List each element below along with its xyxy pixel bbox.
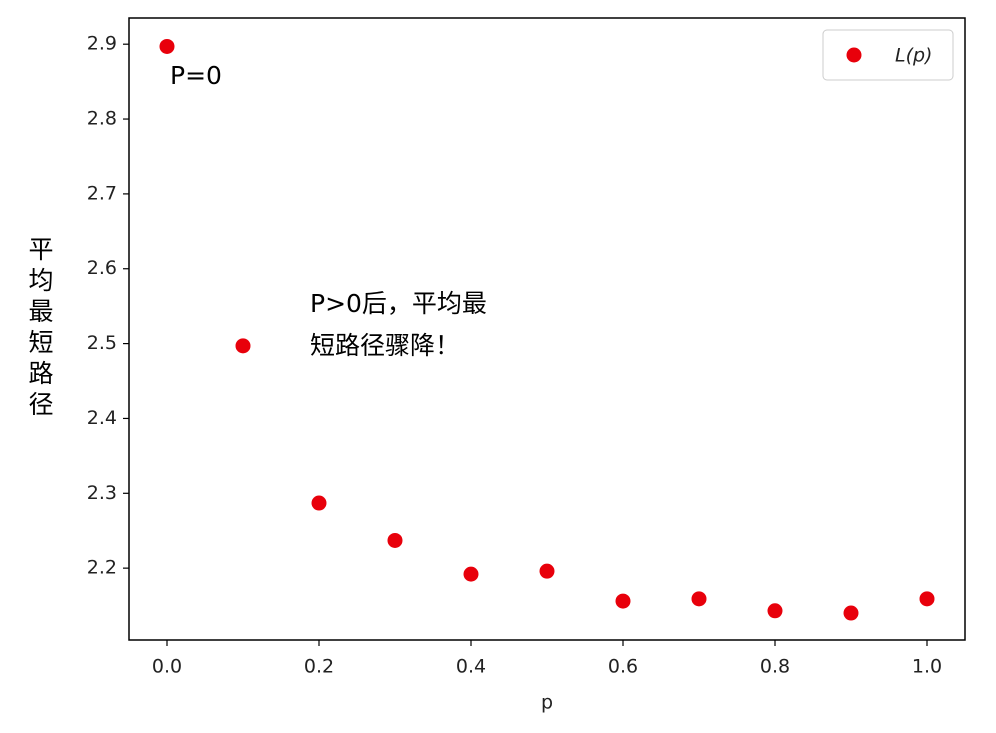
annotation: 短路径骤降！ <box>310 331 460 360</box>
y-tick-label: 2.3 <box>87 482 117 504</box>
point <box>387 532 403 548</box>
x-tick-label: 0.0 <box>152 656 182 678</box>
x-tick-label: 0.8 <box>760 656 790 678</box>
point <box>919 591 935 607</box>
x-tick-label: 0.2 <box>304 656 334 678</box>
point <box>843 605 859 621</box>
point <box>311 495 327 511</box>
annotation: P>0后，平均最 <box>310 289 487 318</box>
point <box>463 566 479 582</box>
legend-label: L(p) <box>895 45 932 67</box>
x-tick-label: 1.0 <box>912 656 942 678</box>
y-tick-label: 2.6 <box>87 257 117 279</box>
plot-frame <box>128 17 966 641</box>
y-tick-label: 2.5 <box>87 332 117 354</box>
y-tick-label: 2.7 <box>87 182 117 204</box>
point <box>235 338 251 354</box>
legend-box <box>822 29 954 81</box>
y-axis-label: 平均最短路径 <box>25 236 54 422</box>
x-tick-label: 0.4 <box>456 656 486 678</box>
y-tick-label: 2.8 <box>87 108 117 130</box>
point <box>615 593 631 609</box>
x-axis-label: p <box>541 692 553 714</box>
point <box>767 603 783 619</box>
y-tick-label: 2.9 <box>87 33 117 55</box>
x-tick-label: 0.6 <box>608 656 638 678</box>
y-tick-label: 2.4 <box>87 407 117 429</box>
y-tick-label: 2.2 <box>87 557 117 579</box>
annotation: P=0 <box>170 61 222 90</box>
point <box>159 38 175 54</box>
point <box>539 563 555 579</box>
point <box>691 591 707 607</box>
legend-marker <box>846 47 862 63</box>
